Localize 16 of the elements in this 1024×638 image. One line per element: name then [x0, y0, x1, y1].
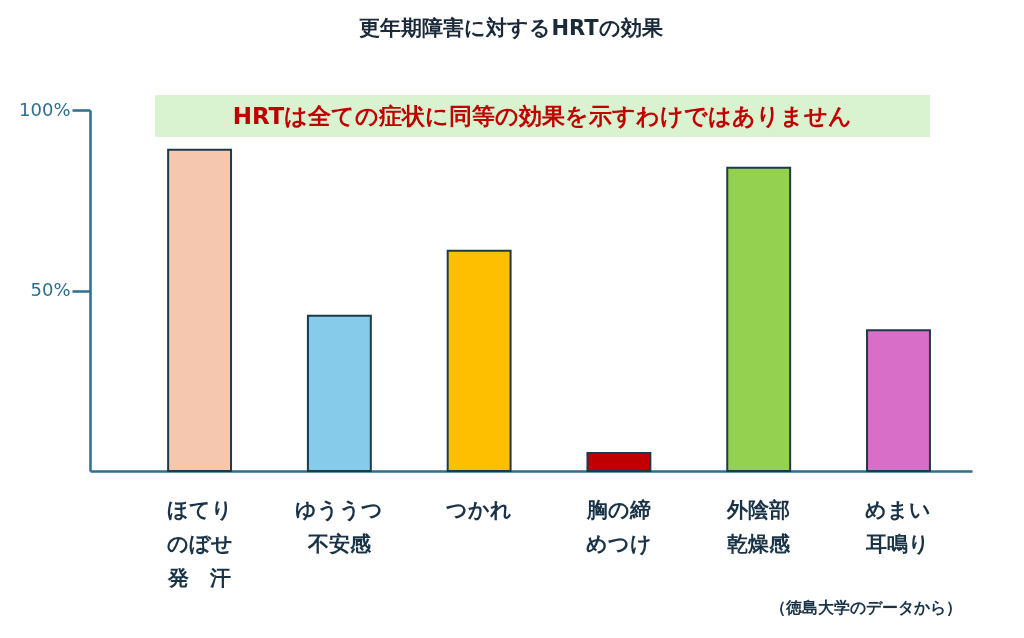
bar — [866, 329, 931, 472]
bar — [586, 451, 652, 472]
x-tick-label: つかれ — [446, 497, 513, 522]
y-tick-label: 50% — [30, 279, 71, 300]
bar — [446, 249, 512, 472]
text: （徳島大学のデータから） — [770, 598, 962, 619]
y-tick-label: 100% — [19, 98, 71, 120]
x-tick-label: 外陰部乾燥感 — [726, 497, 792, 556]
bar — [726, 166, 792, 472]
bar — [306, 314, 372, 472]
x-tick-label: めまい耳鳴り — [865, 497, 932, 556]
chart-title: 更年期障害に対するHRTの効果 — [359, 16, 663, 40]
x-tick-label: ゆううつ不安感 — [295, 497, 384, 556]
x-tick-label: 胸の締めつけ — [585, 497, 652, 556]
bar — [167, 148, 233, 472]
x-tick-label: ほてりのぼせ発 汗 — [166, 497, 233, 590]
